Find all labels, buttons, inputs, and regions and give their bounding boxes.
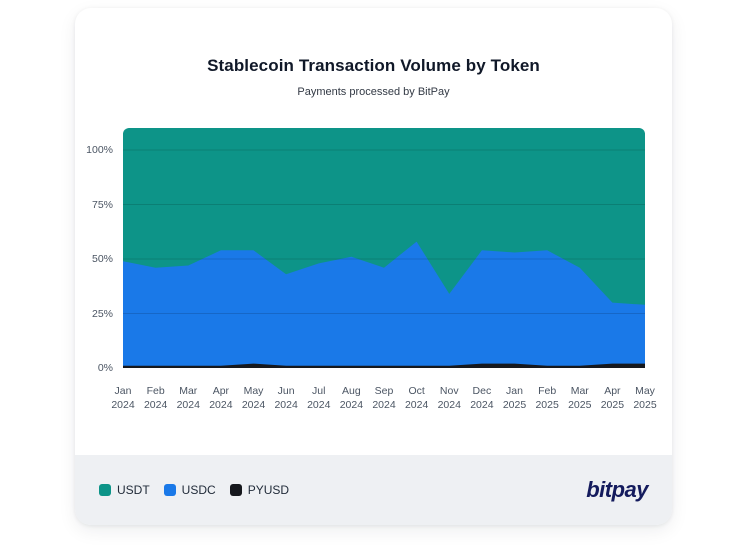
chart-title: Stablecoin Transaction Volume by Token xyxy=(207,56,540,75)
x-tick-label: May 2024 xyxy=(241,385,266,411)
plot-area xyxy=(123,128,645,368)
x-tick-label: Mar 2024 xyxy=(176,385,200,411)
y-tick-label: 25% xyxy=(91,307,113,320)
x-tick-label: Nov 2024 xyxy=(437,385,461,411)
x-tick-label: Jan 2024 xyxy=(111,385,135,411)
x-tick-label: Feb 2024 xyxy=(143,385,168,411)
legend-label: PYUSD xyxy=(247,483,290,497)
y-axis: 0% 25% 50% 75% 100% xyxy=(75,128,119,374)
chart-subtitle: Payments processed by BitPay xyxy=(297,86,450,98)
x-tick-label: Jul 2024 xyxy=(307,385,331,411)
chart-card: Stablecoin Transaction Volume by Token P… xyxy=(75,8,672,525)
x-tick-label: May 2025 xyxy=(633,385,657,411)
y-tick-label: 75% xyxy=(91,198,113,211)
legend-label: USDC xyxy=(181,483,216,497)
x-tick-label: Apr 2025 xyxy=(600,385,625,411)
legend-label: USDT xyxy=(117,483,150,497)
y-tick-label: 50% xyxy=(91,253,113,265)
legend: USDT USDC PYUSD xyxy=(99,483,289,497)
bitpay-logo: bitpay xyxy=(586,477,648,502)
legend-color-chip xyxy=(99,484,111,496)
usdc-area xyxy=(123,241,645,368)
legend-item-usdc: USDC xyxy=(163,483,216,497)
legend-item-pyusd: PYUSD xyxy=(229,483,290,497)
legend-color-chip xyxy=(229,484,242,496)
stacked-area-chart xyxy=(123,149,645,368)
x-tick-label: Apr 2024 xyxy=(209,385,233,411)
y-tick-label: 0% xyxy=(97,362,113,374)
x-tick-label: Aug 2024 xyxy=(339,385,364,411)
x-axis: Jan 2024 Feb 2024 Mar 2024 Apr 2024 May 2024… xyxy=(111,384,656,418)
x-tick-label: Oct 2024 xyxy=(404,385,429,411)
y-tick-label: 100% xyxy=(86,144,113,156)
x-tick-label: Sep 2024 xyxy=(372,385,396,411)
x-tick-label: Dec 2024 xyxy=(470,385,494,411)
x-tick-label: Jun 2024 xyxy=(274,385,298,411)
x-tick-label: Feb 2025 xyxy=(535,385,559,411)
legend-color-chip xyxy=(163,484,176,496)
legend-item-usdt: USDT xyxy=(99,483,150,497)
x-tick-label: Mar 2025 xyxy=(568,385,592,411)
x-tick-label: Jan 2025 xyxy=(502,385,527,411)
card-footer: USDT USDC PYUSD bitpay xyxy=(75,455,672,525)
